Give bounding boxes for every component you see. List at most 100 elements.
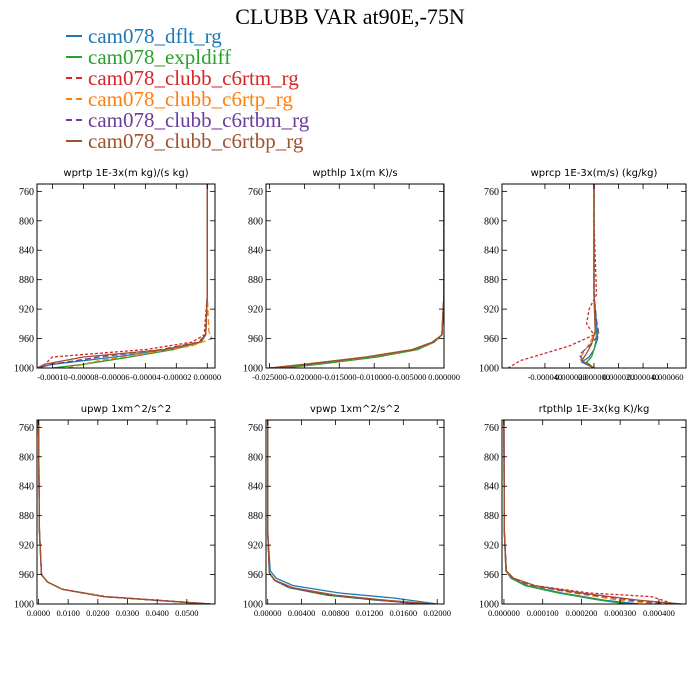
series-line [37, 420, 211, 604]
legend-item: cam078_clubb_c6rtp_rg [66, 89, 309, 110]
series-line [503, 420, 659, 604]
x-tick-label: -0.025000 [252, 372, 287, 382]
x-tick-label: 0.0000 [27, 608, 50, 618]
series-line [503, 420, 675, 604]
series-line [37, 184, 208, 368]
series-line [276, 184, 444, 368]
y-tick-label: 880 [248, 275, 263, 286]
series-line [580, 184, 596, 368]
x-tick-label: 0.000000 [488, 608, 520, 618]
legend-item: cam078_clubb_c6rtbp_rg [66, 131, 309, 152]
x-tick-label: -0.000020 [552, 372, 587, 382]
x-tick-label: 0.00400 [288, 608, 316, 618]
series-line [272, 184, 444, 368]
chart-title: CLUBB VAR at90E,-75N [235, 4, 465, 29]
chart-panel: wpthlp 1x(m K)/s7608008408809209601000-0… [243, 168, 460, 382]
y-tick-label: 760 [248, 187, 263, 198]
x-tick-label: 0.000100 [527, 608, 559, 618]
y-tick-label: 960 [19, 334, 34, 345]
series-line [37, 420, 211, 604]
x-tick-label: 0.000400 [643, 608, 675, 618]
chart-panel: wprtp 1E-3x(m kg)/(s kg) 760 800 840 880 920 9… [14, 168, 221, 382]
y-tick-label: 920 [484, 541, 499, 552]
x-tick-label: -0.00010 [37, 372, 67, 382]
plot-frame [36, 419, 216, 605]
legend-swatch [66, 77, 82, 80]
x-tick-label: 0.000040 [627, 372, 659, 382]
series-line [37, 420, 211, 604]
x-tick-label: 0.0100 [56, 608, 79, 618]
panel-title: rtpthlp 1E-3x(kg K)/kg [539, 404, 650, 415]
legend-item: cam078_dflt_rg [66, 26, 309, 47]
y-tick-label: 1000 [243, 600, 263, 611]
series-line [267, 420, 438, 604]
series-line [37, 420, 211, 604]
y-tick-label: 920 [248, 305, 263, 316]
x-tick-label: 0.00000 [254, 608, 282, 618]
y-tick-label: 840 [248, 246, 263, 257]
x-tick-label: 0.000020 [603, 372, 635, 382]
x-tick-label: 0.01200 [356, 608, 384, 618]
x-tick-label: 0.01600 [390, 608, 418, 618]
x-tick-label: -0.00002 [161, 372, 191, 382]
x-tick-label: 0.000000 [578, 372, 610, 382]
y-tick-label: 800 [484, 216, 499, 227]
series-line [503, 420, 628, 604]
chart-panel: vpwp 1xm^2/s^276080084088092096010000.00… [243, 404, 451, 618]
x-tick-label: -0.015000 [322, 372, 357, 382]
series-group [503, 420, 683, 604]
x-tick-label: 0.00800 [322, 608, 350, 618]
panel-title: upwp 1xm^2/s^2 [81, 404, 171, 415]
series-line [267, 420, 434, 604]
y-tick-label: 880 [19, 275, 34, 286]
chart-panel: upwp 1xm^2/s^2 760 800 840 880 920 960 10000.00… [14, 404, 216, 618]
series-group [37, 420, 211, 604]
y-tick-label: 880 [484, 275, 499, 286]
y-tick-label: 960 [19, 570, 34, 581]
legend-label: cam078_clubb_c6rtm_rg [88, 66, 299, 90]
series-line [503, 420, 671, 604]
x-tick-label: 0.0400 [145, 608, 168, 618]
y-tick-label: 840 [19, 246, 34, 257]
series-line [269, 184, 444, 368]
legend-label: cam078_dflt_rg [88, 24, 222, 48]
x-tick-label: -0.00004 [130, 372, 161, 382]
y-tick-label: 800 [19, 216, 34, 227]
y-tick-label: 960 [248, 334, 263, 345]
plot-frame [265, 183, 445, 369]
x-tick-label: 0.02000 [423, 608, 451, 618]
y-tick-label: 1000 [243, 364, 263, 375]
y-tick-label: 800 [484, 452, 499, 463]
y-tick-label: 760 [484, 423, 499, 434]
y-tick-label: 800 [19, 452, 34, 463]
plot-frame [501, 419, 687, 605]
series-group [269, 184, 444, 368]
series-line [267, 420, 434, 604]
y-tick-label: 1000 [14, 364, 34, 375]
series-group [507, 184, 600, 368]
x-tick-label: 0.000200 [565, 608, 597, 618]
y-tick-label: 760 [484, 187, 499, 198]
y-tick-label: 960 [484, 570, 499, 581]
y-tick-label: 1000 [14, 600, 34, 611]
y-tick-label: 880 [19, 511, 34, 522]
legend-label: cam078_clubb_c6rtbp_rg [88, 129, 304, 153]
x-tick-label: 0.0500 [175, 608, 198, 618]
legend-item: cam078_expldiff [66, 47, 309, 68]
y-tick-label: 840 [484, 482, 499, 493]
panel-title: vpwp 1xm^2/s^2 [310, 404, 400, 415]
y-tick-label: 760 [19, 187, 34, 198]
legend-item: cam078_clubb_c6rtm_rg [66, 68, 309, 89]
x-tick-label: 0.000060 [652, 372, 684, 382]
legend-swatch [66, 35, 82, 38]
series-line [37, 184, 208, 368]
x-tick-label: -0.020000 [287, 372, 322, 382]
series-line [267, 420, 425, 604]
series-line [269, 184, 444, 368]
y-tick-label: 840 [248, 482, 263, 493]
y-tick-label: 760 [19, 423, 34, 434]
y-tick-label: 880 [484, 511, 499, 522]
series-line [37, 420, 211, 604]
series-group [37, 184, 213, 368]
